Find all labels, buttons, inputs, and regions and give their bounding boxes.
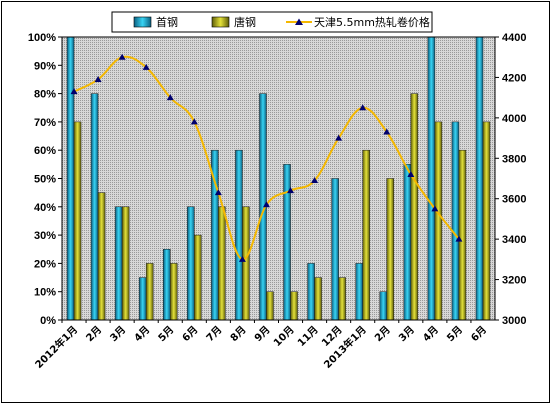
line-marker-8 xyxy=(238,255,246,262)
bar-series-1-16 xyxy=(427,36,436,321)
bar-series-2-9 xyxy=(266,291,274,321)
x-label-2: 2月 xyxy=(84,324,104,344)
right-tick-label-6: 4000 xyxy=(502,113,526,125)
x-label-18: 6月 xyxy=(469,324,489,344)
bar-series-2-5 xyxy=(170,263,178,321)
line-marker-14 xyxy=(383,128,391,135)
bar-series-2-12 xyxy=(338,277,346,321)
left-tick-label-3: 20% xyxy=(34,258,56,270)
legend-box xyxy=(111,11,433,33)
bar-series-2-11 xyxy=(314,277,322,321)
bar-series-2-7 xyxy=(218,206,226,321)
x-label-17: 5月 xyxy=(445,324,465,344)
line-marker-17 xyxy=(455,235,463,242)
legend-swatch-series-1 xyxy=(133,16,152,28)
bar-series-1-2 xyxy=(90,93,99,321)
x-label-3: 3月 xyxy=(108,324,128,344)
x-label-1: 2012年1月 xyxy=(32,323,80,371)
bar-series-1-10 xyxy=(283,164,291,321)
x-label-15: 3月 xyxy=(396,324,416,344)
line-marker-7 xyxy=(214,189,222,196)
bar-series-2-4 xyxy=(145,263,154,321)
plot-area xyxy=(62,37,495,320)
bar-series-2-14 xyxy=(386,178,394,321)
x-label-6: 6月 xyxy=(180,324,200,344)
right-tick-label-7: 4200 xyxy=(502,72,526,84)
bar-series-1-3 xyxy=(114,206,123,321)
right-tick-label-8: 4400 xyxy=(502,32,526,44)
left-tick-label-7: 60% xyxy=(34,145,56,157)
bar-series-2-17 xyxy=(458,149,467,321)
left-tick-label-8: 70% xyxy=(34,117,56,129)
left-tick-label-1: 0% xyxy=(40,315,56,327)
legend-swatch-series-2 xyxy=(211,16,230,28)
x-label-7: 7月 xyxy=(204,324,224,344)
bar-series-2-6 xyxy=(194,234,202,321)
right-tick-label-2: 3200 xyxy=(502,275,526,287)
line-marker-1 xyxy=(70,88,78,95)
bar-series-1-12 xyxy=(331,178,339,321)
left-tick-label-5: 40% xyxy=(34,202,56,214)
bar-series-1-18 xyxy=(475,36,484,321)
line-marker-4 xyxy=(142,63,150,70)
x-label-14: 2月 xyxy=(372,324,392,344)
x-label-4: 4月 xyxy=(132,324,152,344)
bar-series-2-8 xyxy=(242,206,250,321)
left-tick-label-9: 80% xyxy=(34,89,56,101)
bar-series-2-3 xyxy=(121,206,130,321)
bar-series-2-16 xyxy=(434,121,443,321)
x-label-9: 9月 xyxy=(252,324,272,344)
line-marker-11 xyxy=(311,177,319,184)
left-tick-label-4: 30% xyxy=(34,230,56,242)
bar-series-1-17 xyxy=(451,121,460,321)
legend-label-series-3: 天津5.5mm热轧卷价格 xyxy=(314,15,430,29)
bar-series-2-10 xyxy=(290,291,298,321)
line-marker-16 xyxy=(431,205,439,212)
left-tick-label-10: 90% xyxy=(34,60,56,72)
bar-series-2-18 xyxy=(482,121,491,321)
bar-series-1-14 xyxy=(379,291,387,321)
right-tick-label-1: 3000 xyxy=(502,315,526,327)
bar-series-1-8 xyxy=(235,149,243,321)
bar-series-1-13 xyxy=(355,263,363,321)
bar-series-2-15 xyxy=(410,93,419,321)
legend-label-series-1: 首钢 xyxy=(156,15,178,29)
line-marker-13 xyxy=(359,104,367,111)
legend-label-series-2: 唐钢 xyxy=(234,15,256,29)
right-tick-label-3: 3400 xyxy=(502,234,526,246)
bar-series-1-5 xyxy=(163,249,171,321)
bar-series-1-6 xyxy=(187,206,195,321)
legend-marker-series-3 xyxy=(295,18,303,25)
line-marker-5 xyxy=(166,94,174,101)
line-marker-2 xyxy=(94,75,102,82)
right-tick-label-5: 3800 xyxy=(502,153,526,165)
line-marker-6 xyxy=(190,118,198,125)
left-tick-label-2: 10% xyxy=(34,287,56,299)
line-series-3 xyxy=(73,55,460,261)
x-label-11: 11月 xyxy=(295,324,320,349)
x-label-5: 5月 xyxy=(156,324,176,344)
bar-series-2-1 xyxy=(73,121,82,321)
right-tick-label-4: 3600 xyxy=(502,194,526,206)
x-label-16: 4月 xyxy=(420,324,440,344)
x-label-10: 10月 xyxy=(271,324,296,349)
bar-series-1-1 xyxy=(66,36,75,321)
left-tick-label-6: 50% xyxy=(34,174,56,186)
line-marker-10 xyxy=(287,187,295,194)
bar-series-1-15 xyxy=(403,164,412,321)
bar-series-2-13 xyxy=(362,149,370,321)
x-label-8: 8月 xyxy=(228,324,248,344)
left-tick-label-11: 100% xyxy=(28,32,56,44)
bar-series-1-11 xyxy=(307,263,315,321)
line-marker-12 xyxy=(335,134,343,141)
bar-series-2-2 xyxy=(97,192,106,321)
line-marker-3 xyxy=(118,53,126,60)
line-marker-9 xyxy=(262,201,270,208)
legend: 首钢 唐钢 天津5.5mm热轧卷价格 xyxy=(111,11,433,33)
bar-series-1-4 xyxy=(138,277,147,321)
line-marker-15 xyxy=(407,170,415,177)
